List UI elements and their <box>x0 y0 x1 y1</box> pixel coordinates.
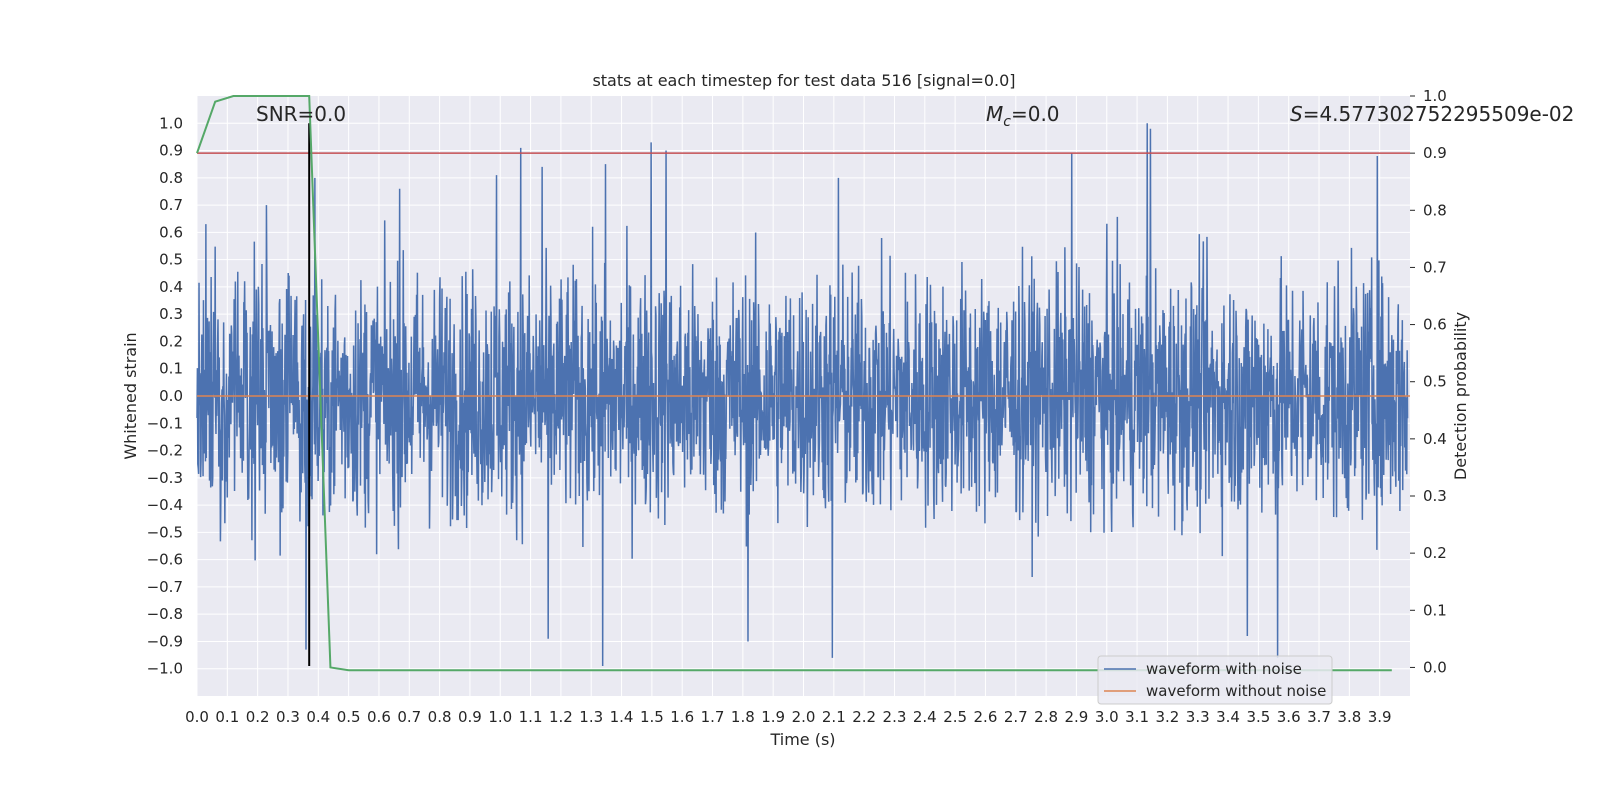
y-tick-label: −0.8 <box>147 605 183 623</box>
y-tick-label: 0.4 <box>159 278 183 296</box>
y-right-tick-label: 1.0 <box>1423 87 1447 105</box>
x-tick-labels: 0.0 0.1 0.2 0.3 0.4 0.5 0.6 0.7 0.8 0.9 1.0 1.1 1.2 1… <box>185 708 1392 726</box>
y-tick-label: −0.9 <box>147 632 183 650</box>
x-tick-label: 2.0 <box>792 708 816 726</box>
y-tick-label: −0.3 <box>147 469 183 487</box>
y-tick-label: −0.7 <box>147 578 183 596</box>
mc-symbol: M <box>986 102 1003 126</box>
x-tick-label: 3.3 <box>1186 708 1210 726</box>
x-tick-label: 3.9 <box>1368 708 1392 726</box>
x-tick-label: 1.5 <box>640 708 664 726</box>
x-tick-label: 1.7 <box>701 708 725 726</box>
y-tick-label: −0.1 <box>147 414 183 432</box>
x-tick-label: 1.8 <box>731 708 755 726</box>
x-tick-label: 0.2 <box>246 708 270 726</box>
series-line-waveform-with-noise <box>196 123 1409 667</box>
x-tick-label: 3.7 <box>1307 708 1331 726</box>
y-tick-label: 0.5 <box>159 251 183 269</box>
y-tick-label: 0.7 <box>159 196 183 214</box>
legend-entry-noise: waveform with noise <box>1146 660 1302 678</box>
x-tick-label: 1.4 <box>610 708 634 726</box>
x-tick-label: 1.0 <box>488 708 512 726</box>
y-tick-labels: 1.0 0.9 0.8 0.7 0.6 0.5 0.4 0.3 0.2 0.1 0.0 −0.1 −0.… <box>147 114 183 677</box>
y-right-tick-label: 0.6 <box>1423 316 1447 334</box>
legend: waveform with noise waveform without noi… <box>1097 655 1333 705</box>
snr-annotation: SNR=0.0 <box>256 102 346 126</box>
y-right-tick-label: 0.9 <box>1423 144 1447 162</box>
y-right-axis-label: Detection probability <box>1451 312 1470 480</box>
x-tick-label: 0.4 <box>306 708 330 726</box>
y-right-tick-label: 0.5 <box>1423 373 1447 391</box>
x-tick-label: 1.1 <box>519 708 543 726</box>
mc-subscript: c <box>1003 114 1011 130</box>
y-right-tick-labels: 1.0 0.9 0.8 0.7 0.6 0.5 0.4 0.3 0.2 0.1 0.0 <box>1410 87 1447 676</box>
y-tick-label: −0.2 <box>147 442 183 460</box>
y-tick-label: −0.6 <box>147 551 183 569</box>
series-layer <box>196 95 1410 672</box>
x-axis-label: Time (s) <box>769 730 835 749</box>
x-tick-label: 2.2 <box>852 708 876 726</box>
x-tick-label: 3.8 <box>1337 708 1361 726</box>
x-tick-label: 2.6 <box>974 708 998 726</box>
x-tick-label: 2.9 <box>1064 708 1088 726</box>
x-tick-label: 3.2 <box>1155 708 1179 726</box>
y-right-tick-label: 0.2 <box>1423 544 1447 562</box>
mc-annotation: Mc=0.0 <box>986 102 1060 130</box>
y-tick-label: 0.2 <box>159 332 183 350</box>
x-tick-label: 1.9 <box>761 708 785 726</box>
x-tick-label: 2.8 <box>1034 708 1058 726</box>
series-line-detection-probability <box>196 95 1392 672</box>
y-tick-label: −0.5 <box>147 523 183 541</box>
y-tick-label: 1.0 <box>159 114 183 132</box>
y-right-tick-label: 0.0 <box>1423 658 1447 676</box>
s-symbol: S <box>1290 102 1303 126</box>
x-tick-label: 0.0 <box>185 708 209 726</box>
x-tick-label: 0.1 <box>215 708 239 726</box>
x-tick-label: 0.5 <box>337 708 361 726</box>
x-tick-label: 2.4 <box>913 708 937 726</box>
y-tick-label: 0.1 <box>159 360 183 378</box>
x-tick-label: 0.3 <box>276 708 300 726</box>
y-right-tick-label: 0.7 <box>1423 258 1447 276</box>
x-tick-label: 1.3 <box>579 708 603 726</box>
y-tick-label: −1.0 <box>147 660 183 678</box>
x-tick-label: 2.3 <box>883 708 907 726</box>
x-tick-label: 0.8 <box>428 708 452 726</box>
y-tick-label: 0.9 <box>159 142 183 160</box>
x-tick-label: 2.1 <box>822 708 846 726</box>
y-right-tick-label: 0.4 <box>1423 430 1447 448</box>
legend-box <box>1097 655 1333 705</box>
y-axis-label: Whitened strain <box>121 332 140 459</box>
y-right-tick-label: 0.8 <box>1423 201 1447 219</box>
x-tick-label: 3.4 <box>1216 708 1240 726</box>
x-tick-label: 3.5 <box>1246 708 1270 726</box>
x-tick-label: 0.6 <box>367 708 391 726</box>
s-annotation: S=4.577302752295509e-02 <box>1290 102 1574 126</box>
y-tick-label: 0.3 <box>159 305 183 323</box>
x-tick-label: 1.2 <box>549 708 573 726</box>
x-tick-label: 3.6 <box>1277 708 1301 726</box>
y-tick-label: 0.0 <box>159 387 183 405</box>
y-right-tick-label: 0.1 <box>1423 601 1447 619</box>
x-tick-label: 0.9 <box>458 708 482 726</box>
y-right-tick-label: 0.3 <box>1423 487 1447 505</box>
s-value: =4.577302752295509e-02 <box>1303 102 1575 126</box>
x-tick-label: 3.1 <box>1125 708 1149 726</box>
x-tick-label: 2.5 <box>943 708 967 726</box>
x-tick-label: 3.0 <box>1095 708 1119 726</box>
x-tick-label: 2.7 <box>1004 708 1028 726</box>
y-tick-label: −0.4 <box>147 496 183 514</box>
legend-entry-clean: waveform without noise <box>1146 682 1326 700</box>
x-tick-label: 1.6 <box>670 708 694 726</box>
noise-waveform <box>196 123 1409 667</box>
y-tick-label: 0.6 <box>159 223 183 241</box>
y-tick-label: 0.8 <box>159 169 183 187</box>
chart-title: stats at each timestep for test data 516… <box>592 71 1015 90</box>
mc-value: =0.0 <box>1011 102 1060 126</box>
x-tick-label: 0.7 <box>397 708 421 726</box>
